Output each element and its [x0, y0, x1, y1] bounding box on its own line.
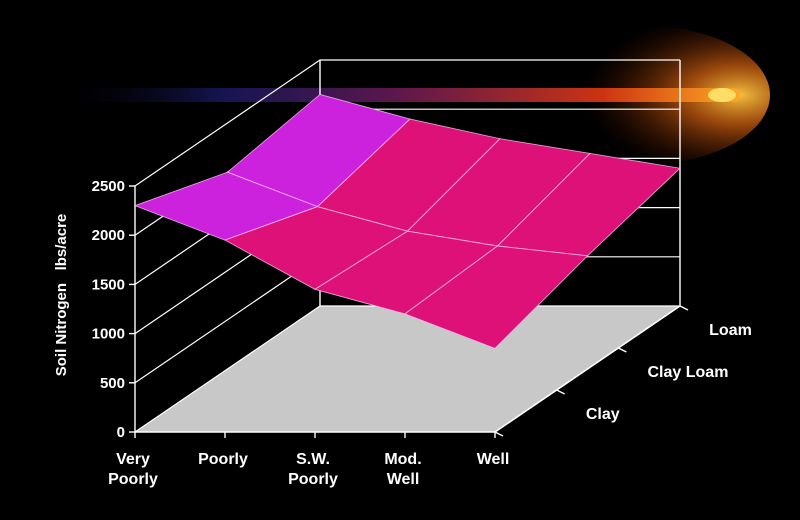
x-category-label: Very Poorly	[108, 451, 158, 488]
x-category-line: Poorly	[198, 451, 248, 468]
x-category-label: Well	[477, 451, 510, 468]
y-tick-label: 2000	[92, 227, 125, 244]
y-tick-label: 1500	[92, 276, 125, 293]
depth-tick-mark	[494, 431, 504, 437]
x-category-label: Poorly	[198, 451, 248, 468]
surface-patch	[404, 245, 589, 349]
x-axis-categories: Very Poorly Poorly S.W. Poorly Mod. Well Well	[108, 451, 509, 488]
y-axis-label: Soil Nitrogen lbs/acre	[53, 214, 70, 377]
y-tick-label: 0	[117, 424, 125, 441]
x-category-line: Well	[477, 451, 510, 468]
x-category-line: Poorly	[288, 471, 338, 488]
x-category-line: Poorly	[108, 471, 158, 488]
depth-axis-categories: Clay Clay Loam Loam	[586, 322, 752, 423]
depth-category-label: Clay	[586, 406, 620, 423]
depth-category-label: Loam	[709, 322, 752, 339]
x-category-line: Well	[387, 471, 420, 488]
nitrogen-surface	[133, 93, 681, 349]
x-category-line: Mod.	[384, 451, 421, 468]
y-axis-ticks: 0 500 1000 1500 2000 2500	[92, 178, 135, 441]
x-category-line: Very	[116, 451, 150, 468]
depth-tick-mark	[556, 389, 565, 395]
chart-floor	[135, 306, 680, 432]
depth-category-label: Clay Loam	[648, 364, 729, 381]
depth-axis-line	[494, 305, 681, 433]
depth-tick-mark	[679, 305, 689, 311]
y-tick-label: 2500	[92, 178, 125, 195]
depth-tick-mark	[618, 347, 627, 353]
x-category-label: Mod. Well	[384, 451, 421, 488]
y-tick-label: 1000	[92, 326, 125, 343]
x-category-line: S.W.	[296, 451, 330, 468]
y-tick-label: 500	[100, 375, 125, 392]
x-category-label: S.W. Poorly	[288, 451, 338, 488]
